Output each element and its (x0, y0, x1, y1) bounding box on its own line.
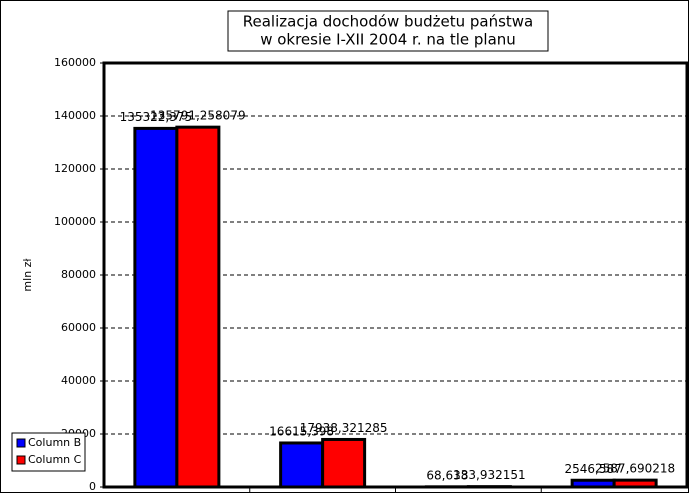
y-tick-label: 40000 (61, 374, 96, 387)
title-box (227, 10, 549, 52)
bar (175, 125, 221, 489)
bar (133, 126, 179, 489)
legend-label: Column C (28, 453, 82, 466)
y-tick-label: 100000 (54, 215, 96, 228)
bar (279, 441, 325, 489)
y-tick-label: 160000 (54, 56, 96, 69)
value-label: 68,638 (426, 468, 468, 482)
y-tick-label: 60000 (61, 321, 96, 334)
legend-label: Column B (28, 436, 81, 449)
value-label: 16615,398 (269, 424, 334, 438)
y-tick-label: 140000 (54, 109, 96, 122)
value-label: 133,932151 (453, 468, 526, 482)
value-label: 135322,375 (120, 110, 193, 124)
y-tick-label: 0 (89, 480, 96, 493)
y-axis-label: mln zł (21, 258, 34, 292)
value-label: 2546,587 (564, 462, 621, 476)
legend-swatch (16, 455, 26, 465)
chart-title: w okresie I-XII 2004 r. na tle planu (260, 31, 516, 49)
value-label: 17938,321285 (300, 421, 388, 435)
y-tick-label: 120000 (54, 162, 96, 175)
bar (321, 437, 367, 489)
y-tick-label: 80000 (61, 268, 96, 281)
value-label: 2587,690218 (595, 462, 675, 476)
value-label: 135791,258079 (150, 109, 245, 123)
legend-swatch (16, 438, 26, 448)
plot-frame (102, 61, 689, 489)
chart-title: Realizacja dochodów budżetu państwa (243, 13, 534, 31)
